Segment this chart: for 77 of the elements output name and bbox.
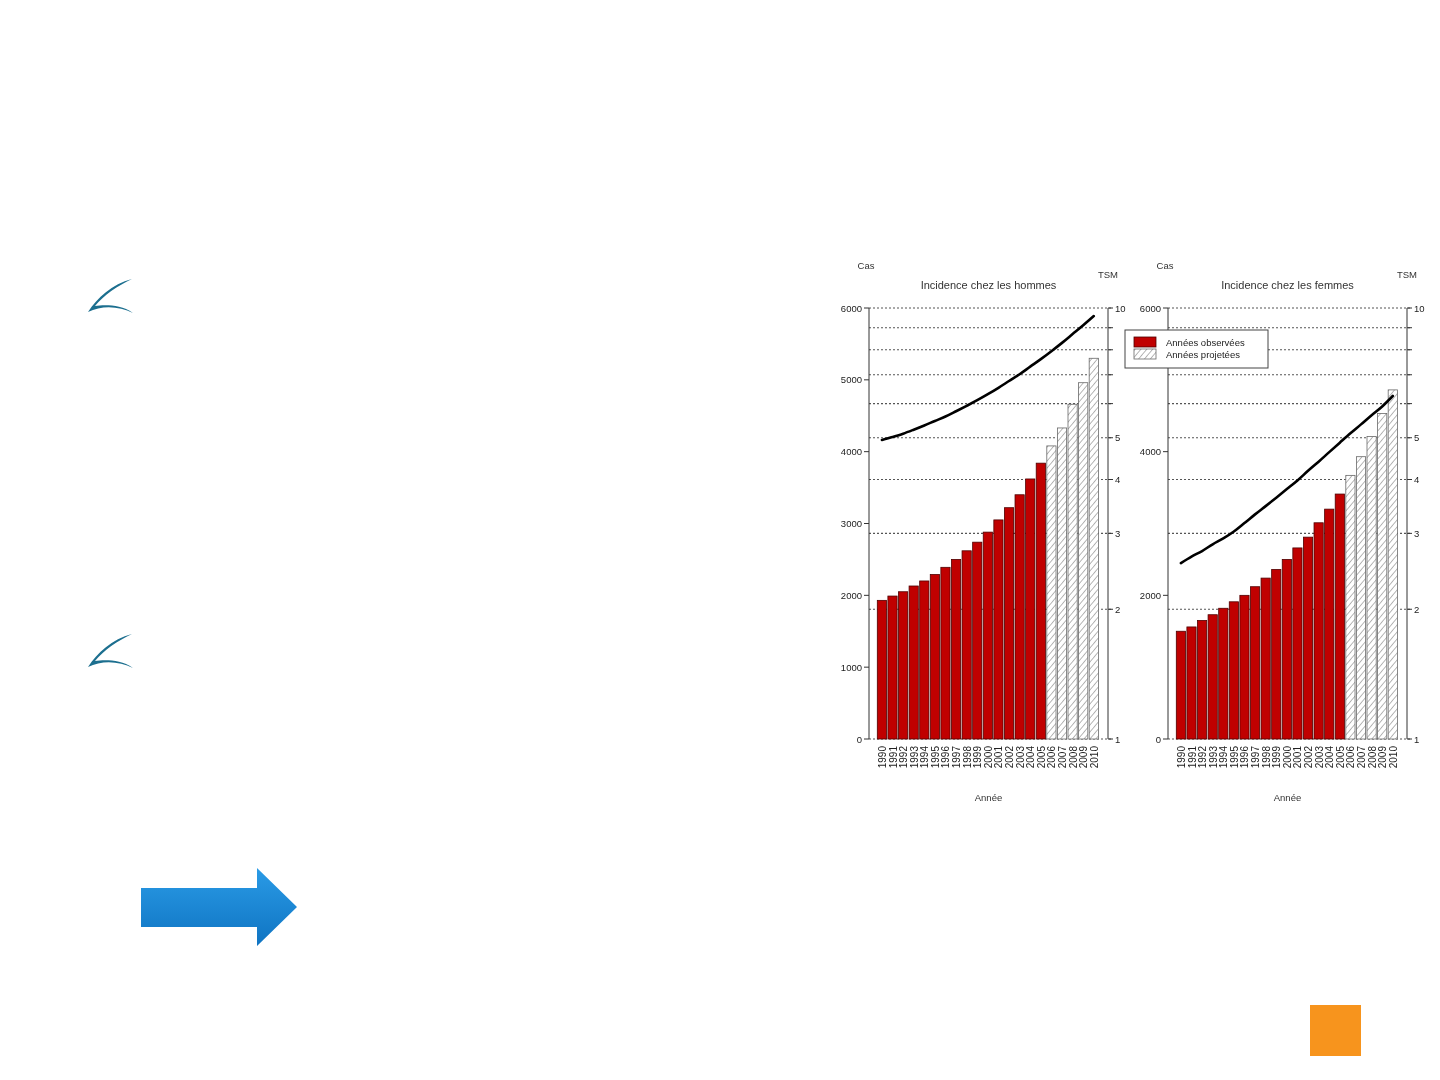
x-tick-label: 2001 (992, 745, 1004, 769)
y-tick-label: 5000 (840, 374, 862, 386)
x-tick-label: 1990 (876, 745, 888, 769)
y-tick-label: 1000 (840, 661, 862, 673)
x-tick-label: 2010 (1387, 745, 1399, 769)
x-tick-label: 1992 (1196, 745, 1208, 769)
y2-tick-label: 2 (1414, 603, 1420, 615)
x-tick-label: 1991 (887, 745, 898, 769)
x-tick-label: 1996 (1238, 745, 1250, 769)
chart-title: Incidence chez les hommes (920, 279, 1057, 291)
x-tick-label: 2005 (1334, 745, 1346, 769)
x-tick-label: 2000 (982, 745, 994, 769)
y-tick-label: 0 (856, 733, 862, 745)
y-tick-label: 2000 (1139, 589, 1161, 601)
x-tick-label: 2004 (1024, 745, 1036, 769)
legend-label: Années observées (1166, 336, 1245, 348)
x-tick-label: 2003 (1313, 745, 1325, 769)
x-tick-label: 1993 (908, 745, 920, 769)
x-tick-label: 1999 (971, 745, 983, 769)
y2-tick-label: 1 (1414, 733, 1420, 745)
y2-tick-label: 3 (1414, 527, 1420, 539)
line-series (1179, 394, 1395, 565)
y2-tick-label: 10 (1115, 302, 1126, 314)
chart-title: Incidence chez les femmes (1221, 279, 1355, 291)
x-tick-label: 2007 (1355, 745, 1367, 769)
x-tick-label: 2009 (1077, 745, 1089, 769)
x-tick-label: 2004 (1323, 745, 1335, 769)
y-tick-label: 3000 (840, 518, 862, 529)
x-tick-label: 1994 (1217, 745, 1229, 769)
y-tick-label: 6000 (1139, 302, 1161, 314)
x-tick-label: 1992 (897, 745, 909, 769)
y-tick-label: 0 (1155, 733, 1161, 745)
x-tick-label: 1997 (950, 745, 962, 769)
x-tick-label: 2009 (1376, 745, 1388, 769)
y-axis-title: Cas (857, 260, 875, 271)
y2-tick-label: 5 (1414, 432, 1420, 444)
y-axis-title: Cas (1156, 260, 1174, 271)
y2-tick-label: 2 (1115, 603, 1121, 615)
y2-axis-title: TSM (1097, 269, 1119, 280)
x-tick-label: 2001 (1291, 745, 1303, 769)
line-series (880, 314, 1096, 442)
x-tick-label: 1995 (929, 745, 941, 769)
x-axis-title: Année (974, 792, 1003, 803)
x-tick-label: 1999 (1270, 745, 1282, 769)
y-tick-label: 2000 (840, 589, 862, 601)
legend-label: Années projetées (1166, 348, 1241, 360)
y2-tick-label: 1 (1115, 733, 1121, 745)
y2-tick-label: 5 (1115, 432, 1121, 444)
x-tick-label: 1998 (1260, 745, 1272, 769)
x-tick-label: 2002 (1302, 745, 1314, 769)
x-tick-label: 2006 (1344, 745, 1356, 769)
x-tick-label: 1998 (961, 745, 973, 769)
x-tick-label: 1994 (918, 745, 930, 769)
y2-tick-label: 10 (1414, 302, 1425, 314)
x-tick-label: 2007 (1056, 745, 1068, 769)
x-tick-label: 1993 (1207, 745, 1219, 769)
x-tick-label: 2008 (1067, 745, 1079, 769)
y2-tick-label: 3 (1115, 527, 1121, 539)
y-tick-label: 4000 (1139, 446, 1161, 458)
x-tick-label: 2002 (1003, 745, 1015, 769)
y2-axis-title: TSM (1396, 269, 1418, 280)
x-tick-label: 2006 (1045, 745, 1057, 769)
x-tick-label: 1996 (939, 745, 951, 769)
x-tick-label: 2005 (1035, 745, 1047, 769)
y2-tick-label: 4 (1115, 474, 1121, 486)
x-tick-label: 1991 (1186, 745, 1197, 769)
y-tick-label: 4000 (840, 446, 862, 458)
x-tick-label: 1997 (1249, 745, 1261, 769)
x-tick-label: 1990 (1175, 745, 1187, 769)
x-tick-label: 2008 (1366, 745, 1378, 769)
x-tick-label: 2010 (1088, 745, 1100, 769)
x-tick-label: 2000 (1281, 745, 1293, 769)
x-tick-label: 2003 (1014, 745, 1026, 769)
y-tick-label: 6000 (840, 302, 862, 314)
x-axis-title: Année (1273, 792, 1302, 803)
y2-tick-label: 4 (1414, 474, 1420, 486)
x-tick-label: 1995 (1228, 745, 1240, 769)
